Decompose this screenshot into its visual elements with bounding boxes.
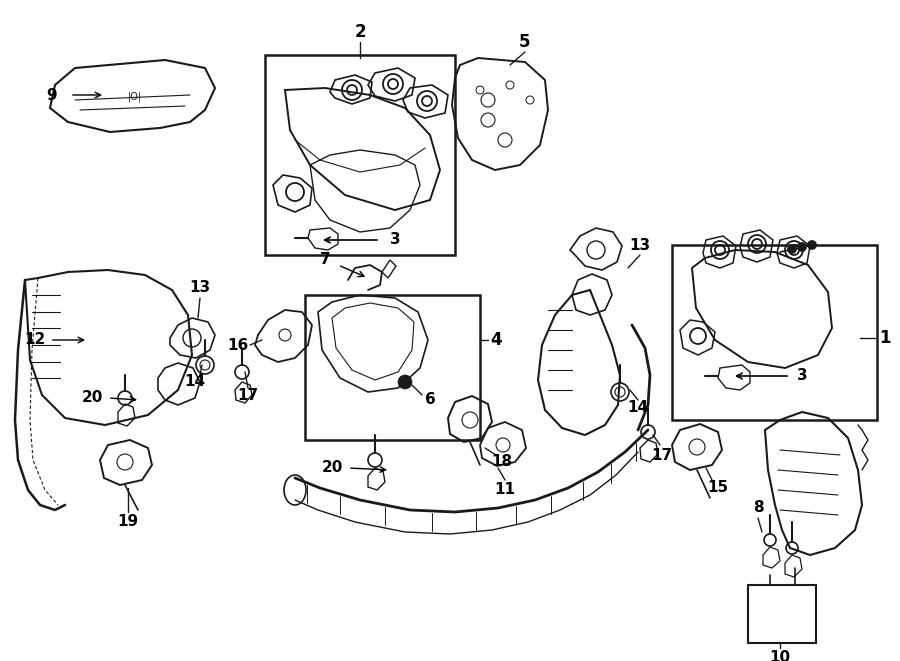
Text: 4: 4 xyxy=(491,331,502,349)
Bar xyxy=(265,55,455,255)
Bar xyxy=(305,295,480,440)
Text: 17: 17 xyxy=(238,387,258,403)
Text: 3: 3 xyxy=(390,233,400,247)
Text: 7: 7 xyxy=(320,253,330,268)
Bar xyxy=(672,245,877,420)
Circle shape xyxy=(788,245,796,253)
Text: 13: 13 xyxy=(629,237,651,253)
Text: 11: 11 xyxy=(494,483,516,498)
Text: 18: 18 xyxy=(491,455,513,469)
Text: 17: 17 xyxy=(652,447,672,463)
Text: 20: 20 xyxy=(321,461,343,475)
Bar xyxy=(748,585,816,643)
Text: 1: 1 xyxy=(879,329,891,347)
Text: 6: 6 xyxy=(425,393,436,407)
Text: 5: 5 xyxy=(519,33,531,51)
Text: 20: 20 xyxy=(81,391,103,405)
Circle shape xyxy=(398,375,412,389)
Text: 9: 9 xyxy=(47,87,58,102)
Text: 13: 13 xyxy=(189,280,211,295)
Text: 14: 14 xyxy=(184,375,205,389)
Text: 12: 12 xyxy=(24,332,46,348)
Text: 2: 2 xyxy=(355,23,365,41)
Text: 10: 10 xyxy=(770,650,790,661)
Text: 16: 16 xyxy=(228,338,248,352)
Circle shape xyxy=(798,243,806,251)
Text: 14: 14 xyxy=(627,401,649,416)
Text: |O|: |O| xyxy=(128,92,142,102)
Text: 8: 8 xyxy=(752,500,763,516)
Circle shape xyxy=(808,241,816,249)
Text: 15: 15 xyxy=(707,481,729,496)
Text: 3: 3 xyxy=(796,368,807,383)
Text: 19: 19 xyxy=(117,514,139,529)
